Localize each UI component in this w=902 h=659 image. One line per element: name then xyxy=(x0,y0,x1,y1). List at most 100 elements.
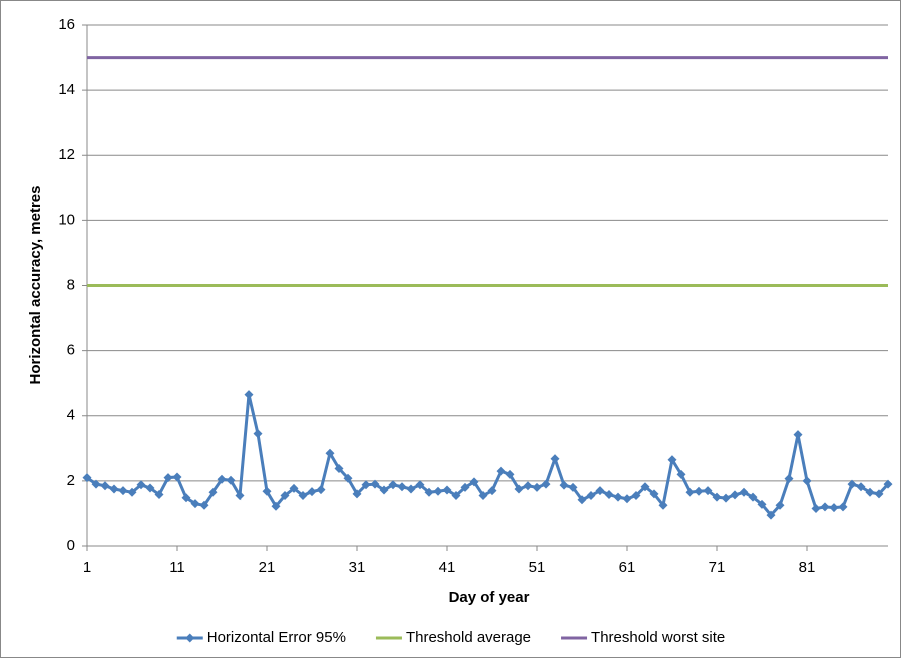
data-point xyxy=(334,464,344,474)
data-point xyxy=(721,493,731,503)
x-tick-label: 81 xyxy=(799,559,816,576)
data-point xyxy=(181,493,191,503)
y-tick-label: 10 xyxy=(58,211,75,228)
data-point xyxy=(541,479,551,489)
y-axis-title: Horizontal accuracy, metres xyxy=(27,186,44,385)
data-point xyxy=(838,502,848,512)
data-point xyxy=(199,500,209,510)
data-point xyxy=(604,490,614,500)
data-point xyxy=(307,487,317,497)
data-point xyxy=(847,479,857,489)
data-point xyxy=(640,482,650,492)
data-point xyxy=(658,500,668,510)
data-point xyxy=(478,491,488,501)
data-point xyxy=(613,492,623,502)
data-point xyxy=(469,477,479,487)
data-point xyxy=(136,480,146,490)
data-point xyxy=(82,473,92,483)
data-point xyxy=(109,484,119,494)
data-point xyxy=(397,482,407,492)
data-point xyxy=(262,486,272,496)
data-point xyxy=(667,455,677,465)
data-point xyxy=(415,480,425,490)
data-point xyxy=(496,466,506,476)
data-point xyxy=(829,503,839,513)
data-point xyxy=(487,486,497,496)
data-point xyxy=(154,490,164,500)
data-point xyxy=(244,390,254,400)
data-point xyxy=(739,487,749,497)
x-tick-label: 51 xyxy=(529,559,546,576)
data-point xyxy=(802,476,812,486)
x-tick-label: 31 xyxy=(349,559,366,576)
data-point xyxy=(820,502,830,512)
data-point xyxy=(91,479,101,489)
data-point xyxy=(856,482,866,492)
data-point xyxy=(550,454,560,464)
data-point xyxy=(595,486,605,496)
legend-label: Threshold worst site xyxy=(591,629,725,646)
data-point xyxy=(784,474,794,484)
y-tick-label: 0 xyxy=(67,537,75,554)
data-point xyxy=(703,486,713,496)
data-point xyxy=(433,486,443,496)
data-point xyxy=(622,494,632,504)
data-point xyxy=(370,479,380,489)
x-tick-label: 1 xyxy=(83,559,91,576)
data-point xyxy=(586,491,596,501)
data-point xyxy=(559,480,569,490)
data-point xyxy=(226,475,236,485)
data-point xyxy=(532,482,542,492)
x-tick-label: 11 xyxy=(169,559,185,576)
data-point xyxy=(361,480,371,490)
data-point xyxy=(505,469,515,479)
data-point xyxy=(757,499,767,509)
data-point xyxy=(676,469,686,479)
y-tick-label: 4 xyxy=(67,407,75,424)
y-tick-label: 2 xyxy=(67,472,75,489)
x-tick-label: 71 xyxy=(709,559,726,576)
data-point xyxy=(568,482,578,492)
legend-label: Threshold average xyxy=(406,629,531,646)
data-point xyxy=(694,486,704,496)
data-point xyxy=(766,510,776,520)
data-point xyxy=(280,491,290,501)
data-point xyxy=(325,448,335,458)
data-point xyxy=(649,489,659,499)
data-point xyxy=(118,486,128,496)
data-point xyxy=(460,482,470,492)
data-point xyxy=(442,485,452,495)
data-point xyxy=(100,481,110,491)
data-point xyxy=(217,474,227,484)
y-tick-label: 12 xyxy=(58,146,75,163)
data-point xyxy=(748,492,758,502)
data-point xyxy=(712,492,722,502)
data-point xyxy=(424,487,434,497)
y-tick-label: 6 xyxy=(67,342,75,359)
data-point xyxy=(343,473,353,483)
series-line xyxy=(86,394,890,518)
data-point xyxy=(883,479,893,489)
data-point xyxy=(730,490,740,500)
data-point xyxy=(793,430,803,440)
data-point xyxy=(874,489,884,499)
x-tick-label: 41 xyxy=(439,559,456,576)
y-tick-label: 14 xyxy=(58,81,75,98)
data-point xyxy=(577,495,587,505)
data-point xyxy=(451,491,461,501)
data-point xyxy=(127,487,137,497)
y-tick-label: 8 xyxy=(67,276,75,293)
data-point xyxy=(811,504,821,514)
y-tick-label: 16 xyxy=(58,16,75,33)
data-point xyxy=(775,500,785,510)
data-point xyxy=(289,483,299,493)
x-tick-label: 21 xyxy=(259,559,276,576)
data-point xyxy=(235,491,245,501)
data-point xyxy=(208,487,218,497)
data-point xyxy=(388,480,398,490)
x-tick-label: 61 xyxy=(619,559,636,576)
data-point xyxy=(685,487,695,497)
data-point xyxy=(190,499,200,509)
